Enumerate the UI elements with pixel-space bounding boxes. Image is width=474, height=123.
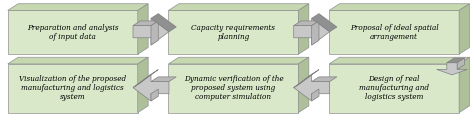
Polygon shape [329, 57, 470, 64]
Polygon shape [168, 10, 299, 54]
Polygon shape [8, 64, 138, 113]
Text: Dynamic verification of the
proposed system using
computer simulation: Dynamic verification of the proposed sys… [183, 75, 283, 101]
Polygon shape [133, 18, 169, 45]
Polygon shape [312, 14, 337, 32]
Polygon shape [457, 58, 465, 69]
Polygon shape [151, 89, 158, 101]
Polygon shape [133, 74, 169, 101]
Polygon shape [299, 4, 309, 54]
Polygon shape [133, 21, 158, 26]
Polygon shape [459, 57, 470, 113]
Text: Capacity requirements
planning: Capacity requirements planning [191, 24, 275, 41]
Text: Proposal of ideal spatial
arrangement: Proposal of ideal spatial arrangement [350, 24, 438, 41]
Text: Preparation and analysis
of input data: Preparation and analysis of input data [27, 24, 118, 41]
Polygon shape [151, 14, 176, 32]
Polygon shape [447, 58, 465, 63]
Polygon shape [8, 4, 148, 10]
Polygon shape [312, 77, 337, 82]
Polygon shape [312, 21, 319, 45]
Polygon shape [151, 21, 158, 45]
Polygon shape [294, 21, 319, 26]
Polygon shape [294, 18, 329, 45]
Polygon shape [133, 70, 158, 88]
Polygon shape [329, 4, 470, 10]
Polygon shape [168, 4, 309, 10]
Polygon shape [329, 10, 459, 54]
Polygon shape [312, 89, 319, 101]
Polygon shape [138, 57, 148, 113]
Polygon shape [151, 77, 176, 82]
Text: Design of real
manufacturing and
logistics system: Design of real manufacturing and logisti… [359, 75, 429, 101]
Polygon shape [299, 57, 309, 113]
Polygon shape [329, 64, 459, 113]
Text: Visualization of the proposed
manufacturing and logistics
system: Visualization of the proposed manufactur… [19, 75, 127, 101]
Polygon shape [138, 4, 148, 54]
Polygon shape [8, 57, 148, 64]
Polygon shape [459, 4, 470, 54]
Polygon shape [294, 74, 329, 101]
Polygon shape [168, 57, 309, 64]
Polygon shape [294, 70, 319, 88]
Polygon shape [437, 63, 467, 75]
Polygon shape [8, 10, 138, 54]
Polygon shape [168, 64, 299, 113]
